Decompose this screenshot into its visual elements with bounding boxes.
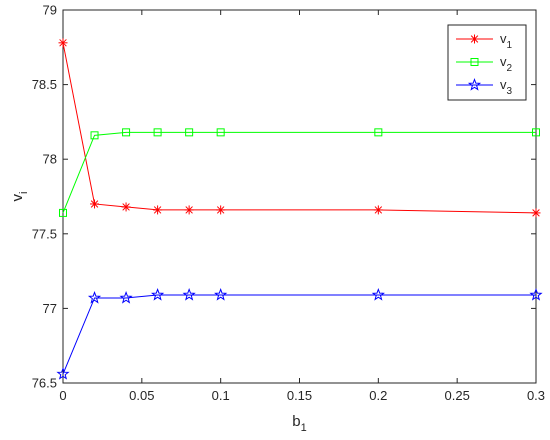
data-point [153, 128, 162, 137]
data-point [467, 78, 482, 91]
data-point [58, 38, 68, 48]
x-tick-label: 0.1 [212, 388, 230, 403]
data-point [182, 288, 196, 301]
data-point [532, 128, 540, 137]
data-point [216, 205, 226, 215]
y-tick-label: 77.5 [32, 226, 57, 241]
data-point [87, 291, 102, 304]
x-tick-label: 0.15 [287, 388, 312, 403]
data-point [59, 208, 67, 217]
data-point [122, 128, 131, 137]
x-axis-label: b1 [292, 413, 306, 434]
series-line [62, 294, 536, 375]
data-point [184, 205, 194, 215]
series-line [62, 42, 537, 214]
data-point [214, 288, 228, 301]
y-axis-label: vi [9, 192, 30, 202]
data-point [531, 208, 541, 218]
series-v1 [58, 38, 541, 218]
data-point [56, 367, 70, 380]
data-point [216, 128, 225, 137]
data-point [151, 288, 165, 301]
data-point [371, 288, 385, 301]
axes: 0 0.05 0.1 0.15 0.2 0.25 0.3 76.5 77 77.5 78 78.5 79 [32, 3, 545, 404]
data-point [121, 202, 131, 212]
x-tick-label: 0.2 [369, 388, 387, 403]
x-tick-label: 0.3 [527, 388, 545, 403]
y-tick-label: 77 [43, 301, 57, 316]
data-point [470, 34, 479, 44]
y-tick-label: 78.5 [32, 77, 57, 92]
data-point [119, 291, 133, 304]
x-tick-label: 0.25 [445, 388, 470, 403]
series-line [62, 131, 536, 214]
series-v3 [56, 288, 543, 380]
data-point [470, 58, 479, 66]
data-point [185, 128, 194, 137]
x-tick-label: 0.05 [129, 388, 154, 403]
data-point [374, 128, 383, 137]
data-point [529, 288, 543, 301]
data-point [90, 199, 100, 209]
data-point [153, 205, 163, 215]
series-layer [56, 38, 543, 380]
x-tick-label: 0 [59, 388, 66, 403]
series-v2 [59, 128, 540, 217]
data-point [373, 205, 383, 215]
data-point [90, 131, 99, 140]
y-tick-label: 78 [43, 152, 57, 167]
y-tick-label: 79 [43, 3, 57, 18]
y-tick-label: 76.5 [32, 376, 57, 391]
